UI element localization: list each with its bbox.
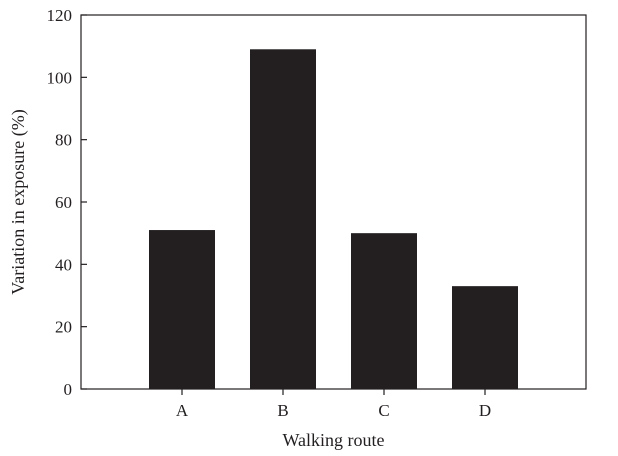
bar-D — [452, 286, 518, 389]
y-tick-label: 0 — [64, 380, 73, 399]
bar-A — [149, 230, 215, 389]
y-axis-title: Variation in exposure (%) — [8, 109, 29, 294]
y-tick-label: 80 — [55, 131, 72, 150]
x-tick-label-D: D — [479, 401, 491, 420]
y-tick-label: 40 — [55, 255, 72, 274]
x-tick-label-C: C — [378, 401, 389, 420]
bars-group — [149, 49, 518, 390]
x-axis-title: Walking route — [282, 430, 384, 450]
y-tick-label: 20 — [55, 318, 72, 337]
y-tick-label: 60 — [55, 193, 72, 212]
y-axis-ticks: 0 20 40 60 80 100 120 — [47, 6, 87, 399]
bar-B — [250, 49, 316, 390]
plot-frame — [80, 14, 587, 390]
x-tick-label-A: A — [176, 401, 189, 420]
y-tick-label: 100 — [47, 68, 73, 87]
y-tick-label: 120 — [47, 6, 73, 25]
bar-C — [351, 233, 417, 389]
x-tick-label-B: B — [277, 401, 288, 420]
x-axis-ticks: A B C D — [176, 389, 491, 420]
